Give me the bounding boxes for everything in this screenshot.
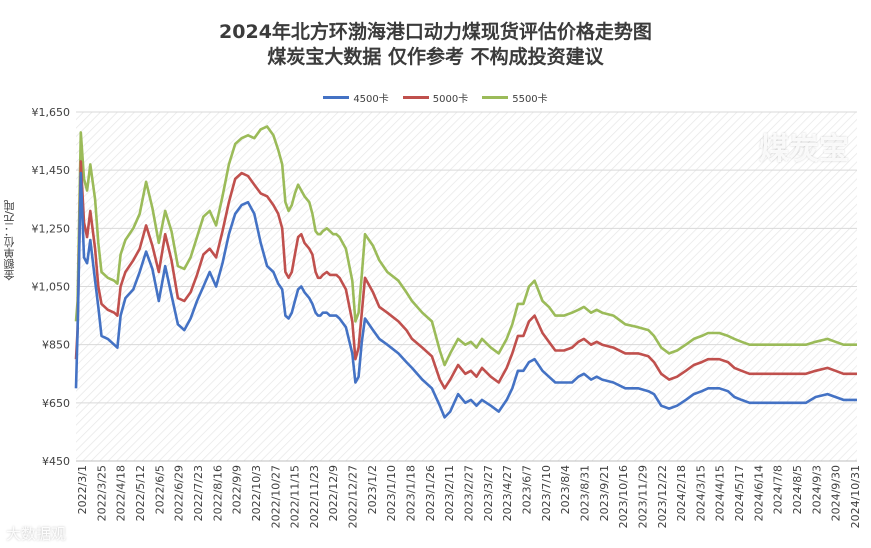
x-tick-label: 2023/4/27	[501, 465, 514, 521]
x-tick-label: 2023/11/29	[636, 465, 649, 528]
x-tick-label: 2023/2/27	[463, 465, 476, 521]
y-tick-label: ¥650	[42, 397, 70, 410]
x-tick-label: 2022/5/12	[134, 465, 147, 521]
x-tick-label: 2024/9/3	[810, 465, 823, 514]
series-line-5000卡	[74, 160, 857, 390]
legend-label-5500: 5500卡	[512, 94, 548, 105]
x-tick-label: 2024/5/17	[733, 465, 746, 521]
legend-swatch-5000	[402, 96, 429, 99]
x-tick-label: 2022/10/27	[269, 465, 282, 528]
y-tick-label: ¥1,250	[32, 222, 71, 235]
legend-item-5000: 5000卡	[402, 90, 469, 105]
legend-item-4500: 4500卡	[323, 90, 389, 105]
x-tick-label: 2023/12/22	[656, 465, 669, 528]
x-tick-label: 2022/3/1	[76, 465, 89, 514]
y-tick-label: ¥1,450	[32, 164, 71, 177]
x-tick-label: 2023/10/16	[617, 465, 630, 528]
source-logo: 大数据观	[6, 525, 67, 543]
legend-item-5500: 5500卡	[482, 90, 548, 105]
x-tick-label: 2023/3/27	[482, 465, 495, 521]
x-tick-label: 2023/7/10	[540, 465, 553, 521]
x-tick-label: 2023/1/18	[405, 465, 418, 521]
x-tick-label: 2022/4/18	[115, 465, 128, 521]
x-tick-label: 2022/9/9	[231, 465, 244, 514]
x-tick-label: 2022/12/9	[327, 465, 340, 521]
chart-title: 2024年北方环渤海港口动力煤现货评估价格走势图	[219, 21, 652, 43]
y-tick-label: ¥1,050	[32, 281, 71, 294]
x-tick-label: 2024/3/15	[694, 465, 707, 521]
y-tick-label: ¥850	[42, 339, 70, 352]
x-tick-label: 2023/6/7	[520, 465, 533, 514]
x-tick-label: 2022/6/29	[173, 465, 186, 521]
y-tick-label: ¥450	[42, 455, 70, 468]
series-line-4500卡	[74, 171, 857, 419]
x-tick-label: 2022/7/23	[192, 465, 205, 521]
x-tick-label: 2022/8/16	[211, 465, 224, 521]
x-tick-label: 2024/7/8	[772, 465, 785, 514]
x-tick-label: 2024/2/18	[675, 465, 688, 521]
x-tick-label: 2023/1/26	[424, 465, 437, 521]
x-tick-label: 2023/2/11	[443, 465, 456, 521]
x-tick-label: 2023/1/10	[385, 465, 398, 521]
x-tick-label: 2022/10/3	[250, 465, 263, 521]
x-tick-label: 2022/3/25	[95, 465, 108, 521]
x-tick-label: 2023/8/4	[559, 465, 572, 514]
x-axis-ticks: 2022/3/1 2022/3/25 2022/4/18 2022/5/12 2022/…	[76, 465, 862, 528]
watermark-logo: 煤炭宝	[759, 132, 849, 167]
legend: 4500卡 5000卡 5500卡	[0, 90, 871, 105]
series-lines	[74, 125, 857, 419]
x-tick-label: 2022/6/5	[153, 465, 166, 514]
x-tick-label: 2024/6/14	[752, 465, 765, 521]
x-tick-label: 2023/8/31	[578, 465, 591, 521]
y-axis-ticks: ¥450 ¥650 ¥850 ¥1,050 ¥1,250 ¥1,450 ¥1,650	[32, 106, 71, 468]
x-tick-label: 2024/8/5	[791, 465, 804, 514]
y-tick-label: ¥1,650	[32, 106, 71, 119]
legend-swatch-5500	[482, 96, 509, 99]
x-tick-label: 2024/9/30	[830, 465, 843, 521]
legend-label-4500: 4500卡	[353, 94, 389, 105]
x-tick-label: 2024/10/31	[849, 465, 862, 528]
legend-swatch-4500	[323, 96, 350, 99]
x-tick-label: 2024/4/15	[714, 465, 727, 521]
x-tick-label: 2022/12/27	[347, 465, 360, 528]
x-tick-label: 2022/11/23	[308, 465, 321, 528]
series-line-5500卡	[74, 125, 857, 367]
x-tick-label: 2022/11/15	[289, 465, 302, 528]
chart-subtitle: 煤炭宝大数据 仅作参考 不构成投资建议	[267, 46, 604, 68]
x-tick-label: 2023/9/21	[598, 465, 611, 521]
legend-label-5000: 5000卡	[432, 94, 469, 105]
x-tick-label: 2023/1/2	[366, 465, 379, 514]
